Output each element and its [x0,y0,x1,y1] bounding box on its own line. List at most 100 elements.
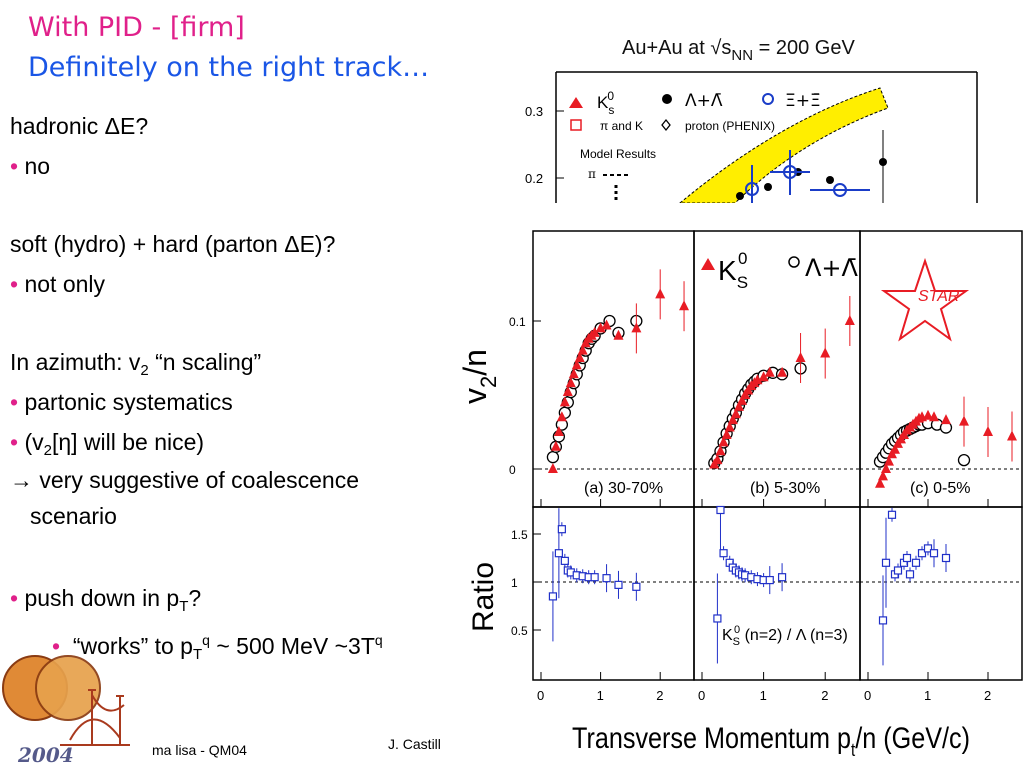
bullet-text: not only [24,271,106,297]
x-tick-label: 0 [698,688,705,703]
ks-point [983,426,993,436]
ratio-point [557,525,566,534]
ratio-point [716,505,725,515]
plot-panels: 0 1 2 0 1 2 0 1 2 0.1 0 1.5 1 0.5 [509,230,1023,703]
sub-bullet-works: • “works” to pTq ~ 500 MeV ~3Tq [52,626,383,669]
bridge-icon [60,689,130,746]
legend-lambda-label: Λ+Λ̄ [685,91,723,111]
panel-label-b: (b) 5-30% [750,480,820,497]
top-ytick: 0.3 [525,104,543,119]
ks-point [571,359,582,370]
bullet-text: push down in p [24,585,180,611]
ks-point [613,329,624,340]
legend-pik-label: π and K [600,119,643,133]
ks-point [595,322,606,333]
ratio-point [590,573,599,582]
ks-point [724,421,735,432]
ks-point [752,374,763,385]
ratio-point [917,549,927,558]
plot-data-marks [546,269,1017,666]
ks-point [878,470,888,481]
ratio-note: KS0 (n=2) / Λ (n=3) [722,624,848,648]
ks-point [881,463,891,473]
arrow-line-coalescence: → very suggestive of coalescence [10,467,360,493]
lambda-point [957,453,971,467]
model-pi-label: π [588,167,596,181]
ks-point [875,477,885,488]
legend-xi-label: Ξ+Ξ̄ [785,91,821,111]
ks-point [559,396,570,407]
bullet-not-only: • not only [10,270,105,298]
legend-lambda-marker [662,94,672,104]
ks-point [923,409,933,420]
ks-point [574,352,585,362]
legend-proton-marker [661,118,671,132]
ks-point [556,411,567,422]
main-legend-lambda-label: Λ+Λ̄ [805,254,859,282]
ratio-point [887,510,897,519]
ratio-point [765,575,774,585]
main-plot: 0 1 2 0 1 2 0 1 2 0.1 0 1.5 1 0.5 v2/n Ratio Transver… [457,230,1023,760]
ks-point [727,414,738,425]
logo-circle-right [35,655,101,721]
x-tick-label: 1 [597,688,604,703]
y-tick-label: 1.5 [511,528,528,542]
ks-point [959,415,969,426]
bullet-no: • no [10,152,50,180]
text-line-soft-hard: soft (hydro) + hard (parton ΔE)? [10,231,336,257]
y-tick-label: 0.1 [509,315,526,329]
y-tick-label: 0.5 [511,624,528,638]
bullet-glyph: • [10,429,19,455]
model-results-label: Model Results [580,147,656,161]
ks-point [730,408,741,419]
x-tick-label: 2 [821,688,828,703]
ks-point [601,319,612,330]
bullet-partonic: • partonic systematics [10,388,233,416]
ks-point [562,386,573,397]
ratio-point [941,553,951,563]
ks-point [844,315,855,325]
panel-frame-top [532,230,695,508]
ratio-point [893,566,903,575]
text-superscript: q [374,632,383,648]
main-legend-ks-label: KS0 [718,249,748,292]
y-axis-label-ratio: Ratio [467,562,500,632]
ks-point [679,300,690,311]
ks-point [631,322,642,333]
ks-point [715,445,726,456]
ratio-point [929,549,939,558]
text-subscript: 2 [43,442,52,459]
text-subscript: 2 [140,362,149,379]
star-logo: STAR [880,257,970,342]
ratio-point [632,582,641,591]
x-tick-label: 2 [656,688,663,703]
ks-point [721,428,732,439]
ratio-point [554,549,563,558]
y-tick-label: 0 [509,463,516,477]
panel-frame-bottom [532,506,695,681]
ks-point [941,414,951,425]
text-line-scenario: scenario [30,503,117,529]
x-tick-label: 1 [924,688,931,703]
ks-point [718,436,729,447]
x-axis-label: Transverse Momentum pt/n (GeV/c) [572,722,970,760]
x-tick-label: 0 [537,688,544,703]
panel-label-c: (c) 0-5% [910,480,970,497]
bullet-v2-eta: • (v2[η] will be nice) [10,428,204,465]
ks-point [795,352,806,362]
ks-point [1007,430,1017,441]
legend-pik-marker [570,119,582,131]
ratio-point [560,556,569,565]
slide-title: With PID - [firm] [28,12,245,43]
ks-point [758,371,769,382]
bullet-text: no [24,153,51,179]
ks-point [547,463,558,473]
ks-point [589,326,600,337]
lambda-point [546,451,560,464]
ratio-point [777,573,787,582]
top-plot-points [736,130,887,203]
ks-point [820,347,831,358]
panel-frame-bottom [859,506,1023,681]
ratio-point [719,549,728,558]
ratio-point [878,616,888,625]
